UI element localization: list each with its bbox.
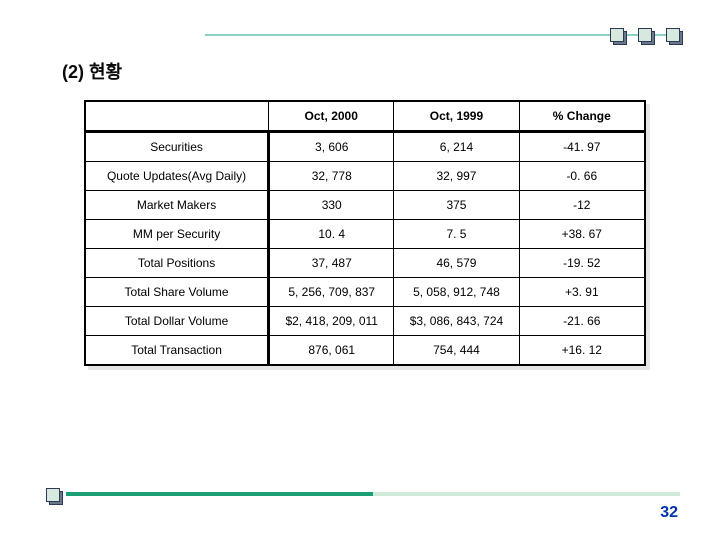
table-cell: $2, 418, 209, 011 bbox=[269, 307, 394, 336]
table-cell: Total Transaction bbox=[86, 336, 269, 365]
table-cell: +38. 67 bbox=[519, 220, 644, 249]
data-table-container: Oct, 2000 Oct, 1999 % Change Securities3… bbox=[84, 100, 646, 366]
table-cell: 876, 061 bbox=[269, 336, 394, 365]
table-cell: 32, 997 bbox=[394, 162, 519, 191]
table-cell: -19. 52 bbox=[519, 249, 644, 278]
table-row: MM per Security10. 47. 5+38. 67 bbox=[86, 220, 645, 249]
table-cell: 32, 778 bbox=[269, 162, 394, 191]
section-title: (2) 현황 bbox=[62, 58, 122, 84]
table-cell: -12 bbox=[519, 191, 644, 220]
slide: (2) 현황 Oct, 2000 Oct, 1999 % Change Secu… bbox=[0, 0, 720, 540]
table-row: Total Dollar Volume$2, 418, 209, 011$3, … bbox=[86, 307, 645, 336]
deco-square bbox=[610, 28, 624, 42]
table-cell: Market Makers bbox=[86, 191, 269, 220]
table-row: Market Makers330375-12 bbox=[86, 191, 645, 220]
bottom-rule bbox=[66, 492, 680, 496]
table-cell: 37, 487 bbox=[269, 249, 394, 278]
table-cell: 375 bbox=[394, 191, 519, 220]
table-cell: Quote Updates(Avg Daily) bbox=[86, 162, 269, 191]
deco-square bbox=[638, 28, 652, 42]
deco-square bbox=[666, 28, 680, 42]
deco-square-bottom bbox=[46, 488, 60, 502]
table-cell: -21. 66 bbox=[519, 307, 644, 336]
table-header-row: Oct, 2000 Oct, 1999 % Change bbox=[86, 102, 645, 132]
data-table: Oct, 2000 Oct, 1999 % Change Securities3… bbox=[85, 101, 645, 365]
table-cell: Total Positions bbox=[86, 249, 269, 278]
table-cell: 5, 058, 912, 748 bbox=[394, 278, 519, 307]
table-cell: 6, 214 bbox=[394, 132, 519, 162]
table-cell: +16. 12 bbox=[519, 336, 644, 365]
table-cell: 10. 4 bbox=[269, 220, 394, 249]
deco-squares-top bbox=[610, 28, 680, 42]
table-cell: -0. 66 bbox=[519, 162, 644, 191]
table-header-cell: Oct, 2000 bbox=[269, 102, 394, 132]
table-body: Securities3, 6066, 214-41. 97Quote Updat… bbox=[86, 132, 645, 365]
table-row: Securities3, 6066, 214-41. 97 bbox=[86, 132, 645, 162]
table-cell: 330 bbox=[269, 191, 394, 220]
table-cell: Securities bbox=[86, 132, 269, 162]
table-cell: +3. 91 bbox=[519, 278, 644, 307]
table-row: Total Share Volume5, 256, 709, 8375, 058… bbox=[86, 278, 645, 307]
table-header-cell: Oct, 1999 bbox=[394, 102, 519, 132]
table-cell: 5, 256, 709, 837 bbox=[269, 278, 394, 307]
table-cell: MM per Security bbox=[86, 220, 269, 249]
table-cell: 3, 606 bbox=[269, 132, 394, 162]
table-cell: 7. 5 bbox=[394, 220, 519, 249]
table-header-cell: % Change bbox=[519, 102, 644, 132]
table-header-cell bbox=[86, 102, 269, 132]
table-row: Total Positions37, 48746, 579-19. 52 bbox=[86, 249, 645, 278]
top-rule bbox=[205, 34, 680, 36]
table-cell: 754, 444 bbox=[394, 336, 519, 365]
table-cell: 46, 579 bbox=[394, 249, 519, 278]
page-number: 32 bbox=[660, 504, 678, 522]
table-row: Total Transaction876, 061754, 444+16. 12 bbox=[86, 336, 645, 365]
table-cell: Total Share Volume bbox=[86, 278, 269, 307]
table-cell: Total Dollar Volume bbox=[86, 307, 269, 336]
table-cell: -41. 97 bbox=[519, 132, 644, 162]
table-row: Quote Updates(Avg Daily)32, 77832, 997-0… bbox=[86, 162, 645, 191]
table-cell: $3, 086, 843, 724 bbox=[394, 307, 519, 336]
